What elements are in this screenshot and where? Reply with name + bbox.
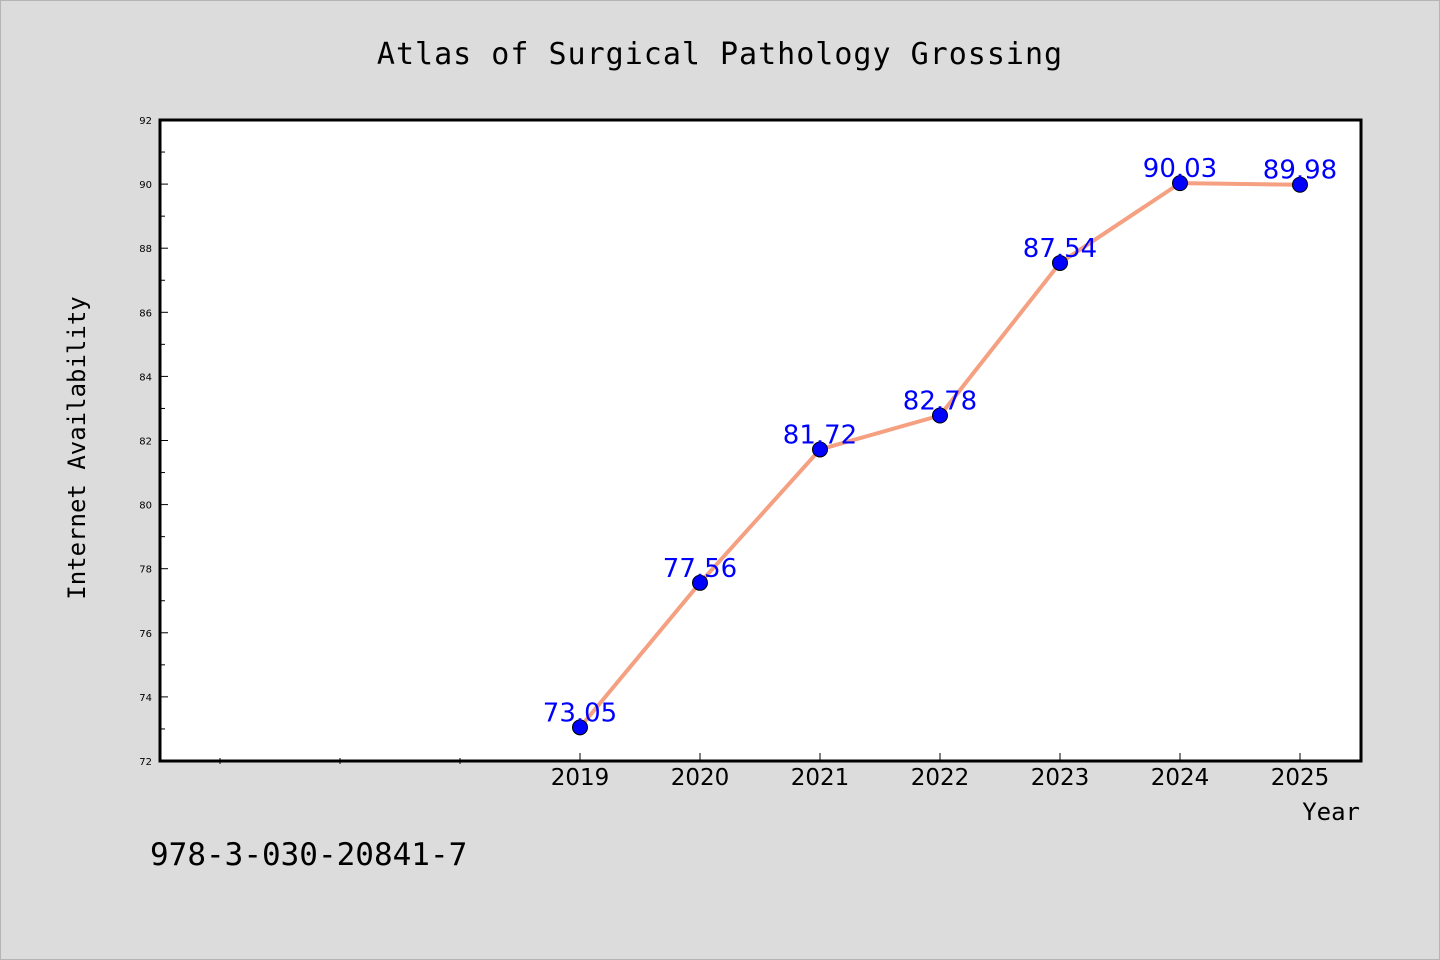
data-label: 89.98	[1263, 156, 1337, 186]
x-tick-label: 2019	[551, 765, 610, 791]
y-axis-label: Internet Availability	[63, 296, 91, 599]
y-tick-label: 80	[139, 501, 152, 512]
data-labels: 73.05 77.56 81.72 82.78 87.54 90.03 89.98	[543, 154, 1337, 728]
footer-isbn: 978-3-030-20841-7	[150, 837, 467, 873]
plot-area	[158, 118, 1363, 763]
data-label: 81.72	[783, 420, 857, 450]
data-point	[1172, 175, 1188, 192]
y-tick-label: 74	[139, 693, 152, 704]
data-point	[932, 407, 948, 424]
series-line	[572, 175, 1308, 736]
x-axis: 2019 2020 2021 2022 2023 2024 2025	[219, 753, 1330, 791]
data-point	[1292, 176, 1308, 193]
y-tick-label: 72	[139, 757, 152, 768]
data-point	[812, 441, 828, 458]
y-tick-label: 76	[139, 629, 152, 640]
x-tick-label: 2025	[1271, 765, 1330, 791]
x-axis-label: Year	[1302, 798, 1360, 826]
data-point	[1052, 254, 1068, 271]
data-label: 77.56	[663, 554, 737, 584]
y-axis: 72 74 76 78 80 82 84 86 88 90 92	[139, 116, 168, 768]
data-label: 87.54	[1023, 234, 1097, 264]
y-tick-label: 92	[139, 116, 152, 127]
x-tick-label: 2021	[791, 765, 850, 791]
data-label: 73.05	[543, 698, 617, 728]
y-tick-label: 90	[139, 180, 152, 191]
x-tick-label: 2020	[671, 765, 730, 791]
y-tick-label: 84	[139, 372, 152, 383]
data-point	[572, 719, 588, 736]
chart-title: Atlas of Surgical Pathology Grossing	[377, 37, 1063, 72]
data-point	[692, 574, 708, 591]
x-tick-label: 2023	[1031, 765, 1090, 791]
y-tick-label: 82	[139, 437, 152, 448]
data-label: 82.78	[903, 387, 977, 417]
y-tick-label: 78	[139, 565, 152, 576]
y-tick-label: 88	[139, 244, 152, 255]
data-label: 90.03	[1143, 154, 1217, 184]
y-tick-label: 86	[139, 308, 152, 319]
x-tick-label: 2022	[911, 765, 970, 791]
x-tick-label: 2024	[1151, 765, 1210, 791]
